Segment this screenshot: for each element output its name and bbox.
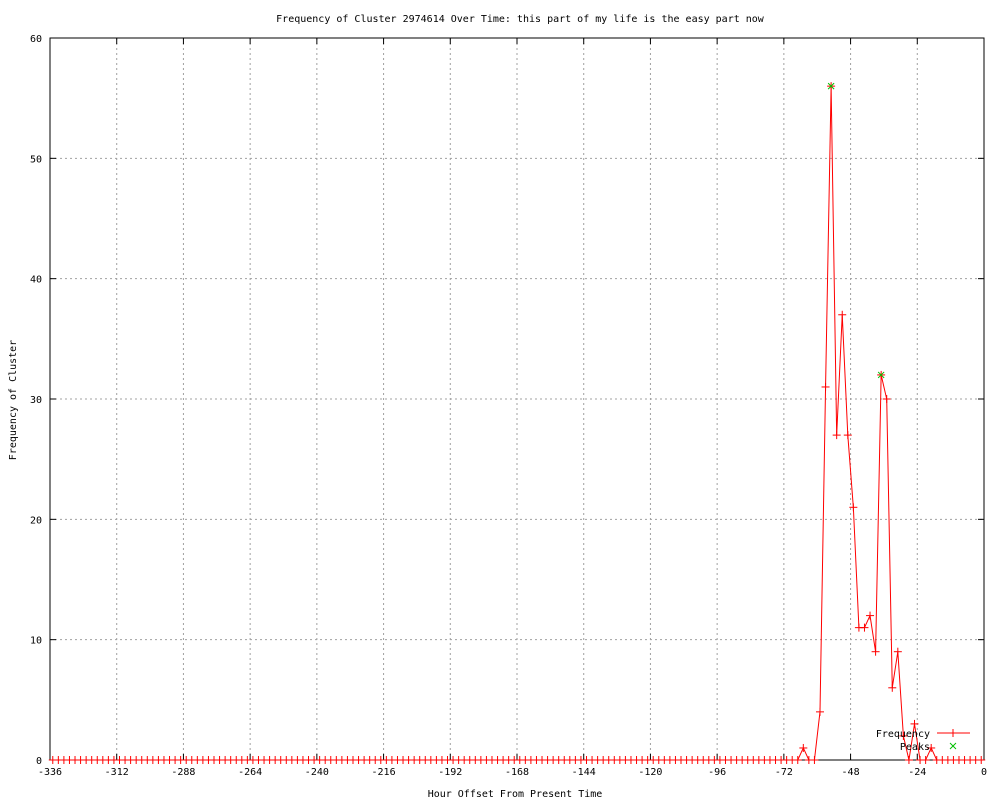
peak-point [877, 371, 885, 379]
y-tick-label: 10 [30, 636, 42, 647]
x-axis-label: Hour Offset From Present Time [428, 789, 603, 800]
legend-label-frequency: Frequency [876, 729, 930, 740]
x-tick-label: -312 [105, 767, 129, 778]
chart-title: Frequency of Cluster 2974614 Over Time: … [276, 14, 765, 25]
x-tick-label: -48 [842, 767, 860, 778]
x-tick-label: -240 [305, 767, 329, 778]
y-axis-label: Frequency of Cluster [8, 340, 19, 460]
ticks: -336 -312 -288 -264 -240 -216 -192 -168 -144 -120… [30, 34, 987, 778]
x-tick-label: 0 [981, 767, 987, 778]
y-tick-label: 60 [30, 34, 42, 45]
x-tick-label: -216 [372, 767, 396, 778]
y-tick-label: 0 [36, 756, 42, 767]
legend-marker-peaks [949, 742, 957, 750]
x-tick-label: -288 [171, 767, 195, 778]
series-group [48, 82, 986, 764]
y-tick-label: 30 [30, 395, 42, 406]
x-tick-label: -24 [908, 767, 926, 778]
legend: Frequency Peaks [876, 729, 970, 753]
y-tick-label: 50 [30, 154, 42, 165]
x-tick-label: -144 [572, 767, 596, 778]
x-tick-label: -72 [775, 767, 793, 778]
x-tick-label: -96 [708, 767, 726, 778]
x-tick-label: -120 [638, 767, 662, 778]
peak-point [827, 82, 835, 90]
x-tick-label: -168 [505, 767, 529, 778]
grid [50, 38, 984, 760]
y-tick-label: 40 [30, 275, 42, 286]
y-tick-label: 20 [30, 515, 42, 526]
x-tick-label: -192 [438, 767, 462, 778]
legend-label-peaks: Peaks [900, 742, 930, 753]
x-tick-label: -264 [238, 767, 262, 778]
x-tick-label: -336 [38, 767, 62, 778]
